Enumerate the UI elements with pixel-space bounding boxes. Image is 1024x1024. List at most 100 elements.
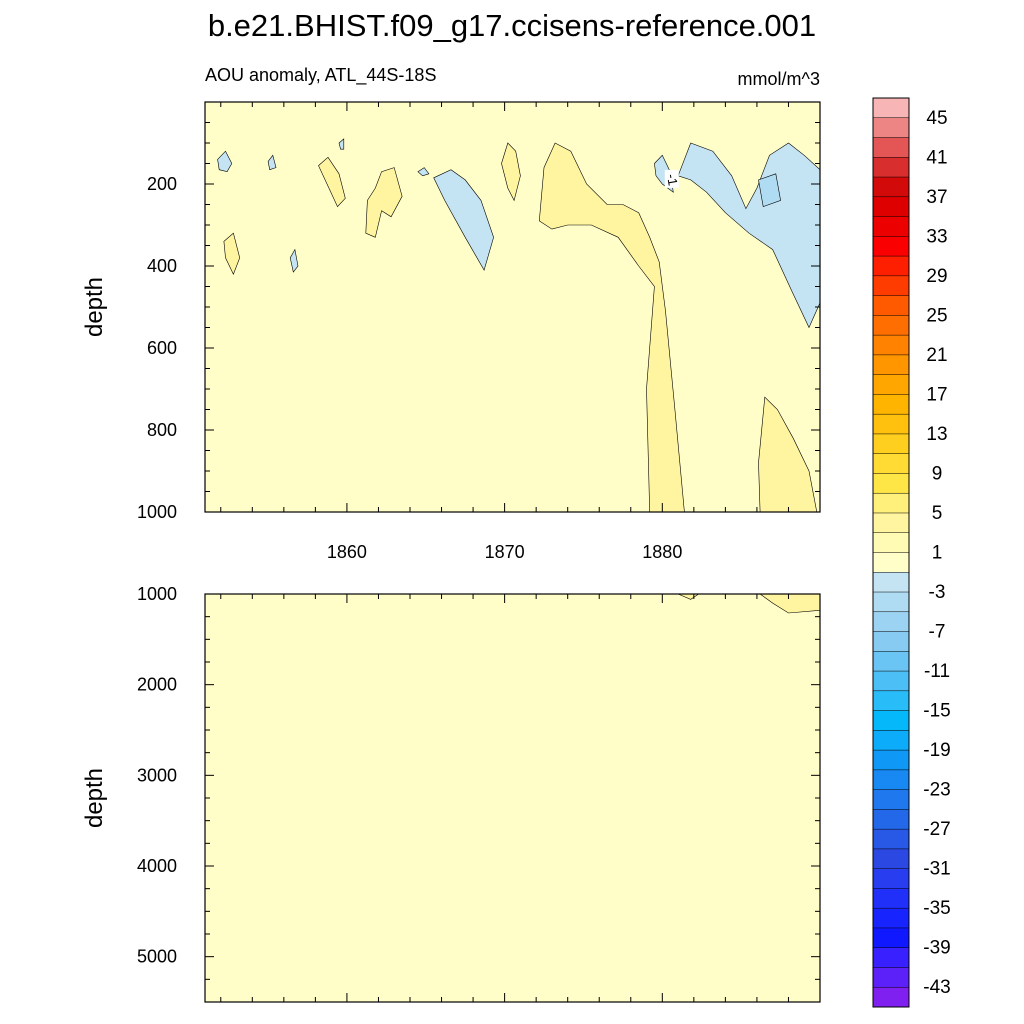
colorbar-swatch bbox=[873, 750, 909, 771]
contour-region-pos-1852 bbox=[223, 232, 241, 275]
colorbar-label: 13 bbox=[926, 424, 947, 445]
colorbar-swatch bbox=[873, 493, 909, 514]
colorbar-swatch bbox=[873, 592, 909, 613]
colorbar-swatch bbox=[873, 769, 909, 790]
y-tick-label: 600 bbox=[147, 338, 177, 358]
contour-region-neg-1857 bbox=[289, 248, 299, 273]
colorbar-swatch bbox=[873, 572, 909, 593]
colorbar-swatch bbox=[873, 888, 909, 909]
colorbar-label: 29 bbox=[926, 266, 947, 287]
colorbar-swatch bbox=[873, 987, 909, 1008]
colorbar-label: 1 bbox=[932, 543, 943, 564]
contour-region-neg-1851 bbox=[217, 150, 233, 173]
colorbar-swatch bbox=[873, 98, 909, 119]
colorbar-label: 33 bbox=[926, 226, 947, 247]
colorbar-label: -43 bbox=[923, 977, 950, 998]
x-tick-label: 1880 bbox=[642, 542, 682, 562]
lower-panel: 1000 2000 3000 4000 5000 depth bbox=[81, 584, 821, 1003]
contour-region-neg-1864 bbox=[417, 167, 430, 177]
colorbar-swatch bbox=[873, 414, 909, 435]
colorbar-label: 21 bbox=[926, 345, 947, 366]
colorbar-swatch bbox=[873, 256, 909, 277]
y-tick-label: 5000 bbox=[137, 947, 177, 967]
chart-title: b.e21.BHIST.f09_g17.ccisens-reference.00… bbox=[208, 8, 816, 43]
y-tick-label: 2000 bbox=[137, 675, 177, 695]
colorbar-swatch bbox=[873, 710, 909, 731]
colorbar: 45 41 37 33 29 25 21 17 13 9 5 1 -3 -7 -11 -15 -19 -23 -27… bbox=[872, 97, 951, 1008]
colorbar-swatch bbox=[873, 829, 909, 850]
colorbar-swatch bbox=[873, 354, 909, 375]
colorbar-label: -31 bbox=[923, 859, 950, 880]
colorbar-swatch bbox=[873, 196, 909, 217]
colorbar-swatch bbox=[873, 394, 909, 415]
colorbar-swatch bbox=[873, 848, 909, 869]
colorbar-label: 5 bbox=[932, 503, 943, 524]
colorbar-swatch bbox=[873, 157, 909, 178]
colorbar-swatch bbox=[873, 927, 909, 949]
y-tick-label: 1000 bbox=[137, 502, 177, 522]
colorbar-swatch bbox=[873, 908, 909, 929]
colorbar-swatch bbox=[873, 967, 909, 988]
colorbar-swatch bbox=[873, 275, 909, 296]
units-label: mmol/m^3 bbox=[738, 69, 820, 89]
colorbar-swatch bbox=[873, 868, 909, 889]
contour-region-pos-1859 bbox=[318, 156, 346, 208]
colorbar-label: 17 bbox=[926, 384, 947, 405]
colorbar-swatch bbox=[873, 789, 909, 810]
colorbar-label: -35 bbox=[923, 898, 950, 919]
colorbar-swatch bbox=[873, 335, 909, 356]
x-tick-label: 1860 bbox=[327, 542, 367, 562]
colorbar-swatch bbox=[873, 433, 909, 454]
colorbar-swatch bbox=[873, 117, 909, 138]
colorbar-label: 45 bbox=[926, 108, 947, 129]
colorbar-swatch bbox=[873, 295, 909, 316]
contour-region-neg-1866 bbox=[433, 169, 494, 271]
upper-panel: -1 1860 1870 1880 200 400 600 800 1000 depth bbox=[81, 101, 821, 562]
contour-region-neg-1881 bbox=[677, 142, 820, 329]
colorbar-label: 9 bbox=[932, 463, 943, 484]
colorbar-swatch bbox=[873, 374, 909, 395]
colorbar-swatch bbox=[873, 809, 909, 830]
contour-region-pos-1862 bbox=[365, 167, 403, 238]
colorbar-swatch bbox=[873, 177, 909, 198]
colorbar-swatch bbox=[873, 216, 909, 237]
colorbar-swatch bbox=[873, 611, 909, 632]
contour-region-neg-1855 bbox=[267, 154, 277, 171]
y-axis-label: depth bbox=[81, 277, 108, 337]
colorbar-swatch bbox=[873, 532, 909, 553]
chart-subtitle: AOU anomaly, ATL_44S-18S bbox=[205, 65, 436, 86]
colorbar-swatch bbox=[873, 651, 909, 672]
y-tick-label: 3000 bbox=[137, 765, 177, 785]
colorbar-label: -7 bbox=[929, 622, 946, 643]
contour-label: -1 bbox=[664, 173, 681, 187]
contour-region-neg-1859 bbox=[338, 138, 345, 150]
y-tick-label: 1000 bbox=[137, 584, 177, 604]
y-axis-label: depth bbox=[81, 768, 108, 828]
y-tick-label: 200 bbox=[147, 174, 177, 194]
colorbar-swatch bbox=[873, 730, 909, 751]
colorbar-label: -3 bbox=[929, 582, 946, 603]
colorbar-label: 25 bbox=[926, 305, 947, 326]
colorbar-swatch bbox=[873, 512, 909, 534]
colorbar-swatch bbox=[873, 671, 909, 692]
colorbar-swatch bbox=[873, 552, 909, 573]
colorbar-label: 41 bbox=[926, 147, 947, 168]
plot-background bbox=[205, 594, 820, 1002]
colorbar-label: -19 bbox=[923, 740, 950, 761]
colorbar-swatch bbox=[873, 315, 909, 336]
colorbar-label: -15 bbox=[923, 701, 950, 722]
colorbar-label: -11 bbox=[924, 661, 950, 682]
contour-region-pos-1873 bbox=[538, 142, 685, 512]
colorbar-label: -27 bbox=[923, 819, 950, 840]
colorbar-swatch bbox=[873, 690, 909, 711]
colorbar-swatch bbox=[873, 947, 909, 968]
contour-region-pos-1887-deep bbox=[759, 594, 820, 614]
contour-region-pos-1887 bbox=[758, 396, 818, 512]
y-tick-label: 4000 bbox=[137, 856, 177, 876]
contour-label-box bbox=[664, 169, 679, 188]
contour-region-neg-1885-core bbox=[758, 173, 781, 208]
colorbar-swatch bbox=[873, 137, 909, 158]
colorbar-swatch bbox=[873, 453, 909, 474]
colorbar-label: 37 bbox=[926, 187, 947, 208]
